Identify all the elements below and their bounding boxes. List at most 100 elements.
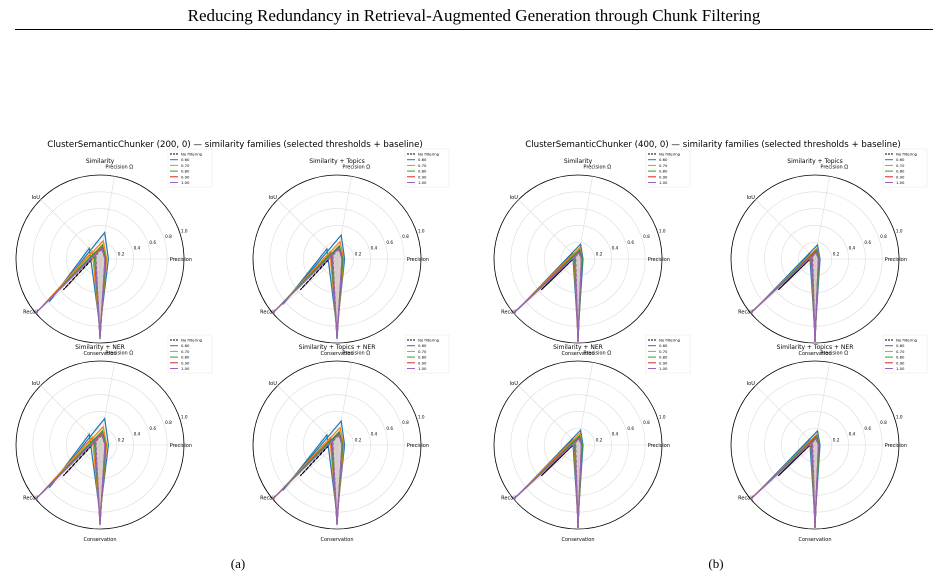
- legend-box: [167, 148, 213, 188]
- axis-label: Precision Ω: [583, 350, 611, 356]
- radial-tick-label: 0.8: [643, 234, 650, 239]
- axis-label: Conservation: [320, 537, 353, 543]
- axis-label: Precision Ω: [342, 164, 370, 170]
- axis-label: IoU: [269, 195, 278, 201]
- radar-spoke: [40, 199, 101, 260]
- axis-label: Precision Ω: [583, 164, 611, 170]
- radar-spoke: [272, 444, 338, 500]
- axis-label: Conservation: [320, 351, 353, 357]
- radial-tick-label: 0.4: [134, 432, 141, 437]
- radial-tick-label: 0.2: [833, 437, 840, 442]
- radial-tick-label: 0.8: [880, 420, 887, 425]
- radial-tick-label: 0.4: [849, 432, 856, 437]
- radar-spoke: [755, 385, 816, 446]
- legend-label: 0.80: [659, 169, 668, 174]
- radial-tick-label: 0.2: [596, 251, 603, 256]
- legend-label: 0.70: [896, 349, 905, 354]
- legend-box: [882, 334, 928, 374]
- radar-spoke: [35, 258, 101, 314]
- radar-spoke: [40, 385, 101, 446]
- legend-label: 0.90: [181, 174, 190, 179]
- legend-label: 0.60: [659, 343, 668, 348]
- axis-label: Recall: [260, 310, 275, 316]
- axis-label: Recall: [23, 310, 38, 316]
- radial-tick-label: 0.2: [833, 251, 840, 256]
- legend-label: 1.00: [659, 366, 668, 371]
- legend-label: 1.00: [418, 366, 427, 371]
- axis-label: Recall: [501, 496, 516, 502]
- axis-label: IoU: [32, 195, 41, 201]
- legend-box: [404, 334, 450, 374]
- series-polygon-100: [35, 247, 106, 339]
- axis-label: Precision: [648, 257, 670, 263]
- axis-label: Precision: [170, 443, 192, 449]
- caption-a: (a): [230, 556, 246, 571]
- legend-label: 0.70: [418, 349, 427, 354]
- radial-tick-label: 0.6: [149, 426, 156, 431]
- radial-tick-label: 0.4: [371, 432, 378, 437]
- legend-label: 0.90: [418, 174, 427, 179]
- series-polygon-080: [750, 434, 820, 525]
- subplot-title: Similarity + Topics: [787, 158, 842, 165]
- series-polygon-100: [272, 247, 343, 339]
- legend-label: 1.00: [659, 180, 668, 185]
- series-polygon-100: [35, 433, 106, 525]
- legend-label: 0.80: [181, 355, 190, 360]
- subplot-title: Similarity + NER: [75, 344, 125, 351]
- legend-label: 0.60: [181, 343, 190, 348]
- axis-label: Precision Ω: [105, 164, 133, 170]
- radar-spoke: [35, 444, 101, 500]
- legend-label: No filtering: [181, 152, 203, 157]
- radial-tick-label: 0.2: [355, 437, 362, 442]
- axis-label: IoU: [747, 381, 756, 387]
- radial-tick-label: 0.4: [612, 432, 619, 437]
- caption-b: (b): [708, 556, 724, 571]
- legend-label: 0.90: [418, 360, 427, 365]
- legend-box: [404, 148, 450, 188]
- legend-label: 0.60: [659, 157, 668, 162]
- series-polygon-100: [272, 433, 343, 525]
- radial-tick-label: 0.4: [849, 246, 856, 251]
- subplot-title: Similarity + NER: [553, 344, 603, 351]
- axis-label: Conservation: [561, 351, 594, 357]
- legend-label: No filtering: [896, 338, 918, 343]
- legend-label: 0.60: [418, 157, 427, 162]
- axis-label: Recall: [501, 310, 516, 316]
- axis-label: IoU: [32, 381, 41, 387]
- header-rule: [15, 29, 933, 30]
- radial-tick-label: 0.6: [386, 240, 393, 245]
- axis-label: Precision Ω: [820, 164, 848, 170]
- legend-label: 0.90: [896, 174, 905, 179]
- legend-label: 1.00: [418, 180, 427, 185]
- axis-label: Precision: [885, 257, 907, 263]
- radar-spoke: [755, 199, 816, 260]
- series-polygon-080: [513, 248, 583, 339]
- axis-label: Recall: [738, 310, 753, 316]
- radial-tick-label: 0.4: [134, 246, 141, 251]
- legend-label: 1.00: [181, 180, 190, 185]
- legend-label: 1.00: [896, 366, 905, 371]
- radial-tick-label: 0.2: [355, 251, 362, 256]
- panel-a-title: ClusterSemanticChunker (200, 0) — simila…: [47, 140, 423, 150]
- axis-label: Precision Ω: [105, 350, 133, 356]
- axis-label: IoU: [269, 381, 278, 387]
- radial-tick-label: 1.0: [418, 414, 425, 419]
- legend-label: 1.00: [896, 180, 905, 185]
- radial-tick-label: 0.2: [596, 437, 603, 442]
- radial-tick-label: 1.0: [181, 228, 188, 233]
- axis-label: Recall: [738, 496, 753, 502]
- axis-label: Conservation: [83, 351, 116, 357]
- radial-tick-label: 1.0: [659, 228, 666, 233]
- page-header: Reducing Redundancy in Retrieval-Augment…: [187, 6, 761, 25]
- legend-label: No filtering: [181, 338, 203, 343]
- radial-tick-label: 0.6: [864, 426, 871, 431]
- axis-label: Precision Ω: [820, 350, 848, 356]
- legend-label: 0.70: [181, 163, 190, 168]
- radial-tick-label: 0.8: [402, 420, 409, 425]
- series-polygon-100: [750, 251, 820, 341]
- subplot-title: Similarity + Topics: [309, 158, 364, 165]
- legend-label: 0.60: [896, 343, 905, 348]
- axis-label: Precision: [407, 257, 429, 263]
- legend-label: 0.80: [896, 355, 905, 360]
